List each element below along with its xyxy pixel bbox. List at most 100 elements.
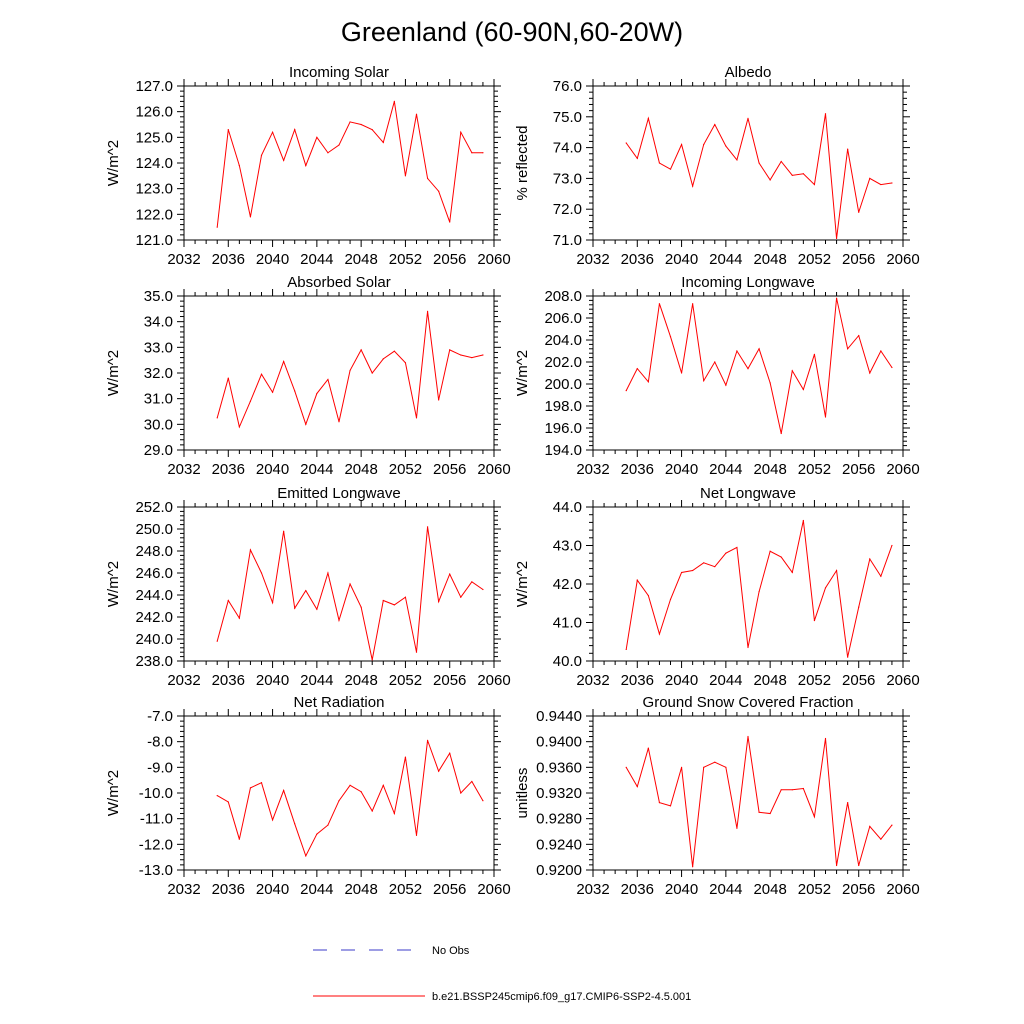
chart-1-point	[647, 117, 649, 119]
chart-3-ytick-label: 200.0	[544, 376, 582, 393]
chart-6-point	[316, 833, 318, 835]
chart-0-ytick-label: 123.0	[135, 181, 173, 198]
chart-3-ytick-label: 198.0	[544, 398, 582, 415]
chart-2-xtick-label: 2032	[167, 461, 200, 478]
chart-2-point	[249, 400, 252, 402]
legend-model-label: b.e21.BSSP245cmip6.f09_g17.CMIP6-SSP2-4.…	[432, 991, 691, 1003]
chart-3-ytick-label: 208.0	[544, 288, 582, 305]
chart-6-ytick-label: -10.0	[139, 785, 173, 802]
chart-5-point	[758, 591, 760, 593]
chart-6-ytick-label: -12.0	[139, 836, 173, 853]
chart-3-ylabel: W/m^2	[514, 350, 531, 396]
chart-6-ytick-label: -13.0	[139, 862, 173, 879]
chart-4-ylabel: W/m^2	[105, 561, 122, 607]
chart-0-point	[227, 129, 229, 131]
chart-0-point	[426, 177, 429, 179]
chart-7-xtick-label: 2040	[665, 881, 698, 898]
chart-7-point	[636, 785, 638, 788]
chart-3-point	[736, 350, 738, 352]
chart-0-point	[471, 152, 473, 154]
chart-2-xtick-label: 2056	[433, 461, 466, 478]
chart-1-point	[758, 162, 760, 164]
chart-2-point	[283, 360, 285, 363]
chart-6-point	[393, 812, 395, 815]
chart-3-point	[880, 350, 882, 352]
chart-6-point	[482, 800, 484, 802]
chart-5-point	[824, 587, 827, 589]
chart-7-point	[780, 789, 782, 791]
chart-0-point	[371, 129, 373, 131]
chart-2-point	[227, 377, 229, 379]
chart-0-series-line	[216, 101, 483, 228]
chart-7-point	[824, 737, 827, 740]
chart-3-point	[835, 297, 838, 299]
chart-3-point	[858, 335, 860, 337]
chart-5-point	[791, 571, 793, 574]
chart-0-ytick-label: 124.0	[135, 155, 173, 172]
chart-4-xtick-label: 2032	[167, 672, 200, 689]
chart-3-frame	[592, 295, 904, 451]
chart-0-ylabel: W/m^2	[105, 140, 122, 186]
chart-4-xtick-label: 2052	[389, 672, 422, 689]
chart-3-point	[813, 353, 816, 355]
chart-7-point	[703, 766, 705, 768]
chart-1-point	[658, 162, 661, 164]
chart-7-point	[858, 864, 860, 867]
chart-3-point	[780, 432, 782, 435]
chart-2-ylabel: W/m^2	[105, 350, 122, 396]
chart-4-point	[426, 526, 429, 528]
chart-2-point	[404, 362, 407, 364]
chart-5-point	[692, 569, 694, 572]
chart-5-xtick-label: 2036	[621, 672, 654, 689]
chart-0-xtick-label: 2044	[300, 251, 333, 268]
chart-3-point	[692, 303, 694, 305]
chart-4-point	[438, 601, 440, 603]
chart-1-xtick-label: 2036	[621, 251, 654, 268]
chart-1-point	[703, 143, 705, 146]
chart-7-xtick-label: 2048	[753, 881, 786, 898]
chart-5-ytick-label: 41.0	[553, 615, 582, 632]
chart-6-point	[471, 780, 473, 783]
chart-1-point	[869, 177, 871, 179]
chart-3-xtick-label: 2052	[798, 461, 831, 478]
chart-5-point	[647, 594, 649, 597]
chart-1-xtick-label: 2044	[709, 251, 742, 268]
chart-2-point	[305, 423, 307, 425]
chart-1-title: Albedo	[725, 64, 772, 81]
chart-5-xtick-label: 2032	[576, 672, 609, 689]
chart-6-point	[216, 794, 218, 797]
chart-2-point	[349, 369, 351, 372]
chart-6-xtick-label: 2060	[477, 881, 510, 898]
chart-1-xtick-label: 2052	[798, 251, 831, 268]
chart-2-point	[327, 378, 329, 381]
chart-6-ytick-label: -9.0	[147, 759, 173, 776]
chart-6-xtick-label: 2056	[433, 881, 466, 898]
chart-1-point	[847, 148, 849, 150]
chart-2-title: Absorbed Solar	[287, 274, 390, 291]
chart-2-ytick-label: 32.0	[144, 365, 173, 382]
chart-4-point	[460, 596, 462, 598]
chart-6-ytick-label: -11.0	[140, 811, 173, 828]
chart-5-ytick-label: 43.0	[553, 538, 582, 555]
chart-0-point	[415, 113, 418, 115]
chart-5-point	[736, 546, 738, 549]
chart-0-point	[393, 100, 395, 102]
chart-1-point	[802, 173, 804, 175]
chart-5-xtick-label: 2056	[842, 672, 875, 689]
chart-7-point	[747, 735, 749, 738]
chart-0-point	[482, 152, 484, 154]
chart-0-xtick-label: 2052	[389, 251, 422, 268]
chart-5-point	[847, 656, 849, 658]
chart-2-point	[371, 372, 373, 374]
chart-0-ytick-label: 126.0	[135, 104, 173, 121]
chart-2-point	[360, 349, 362, 351]
chart-7-xtick-label: 2032	[576, 881, 609, 898]
chart-0-point	[338, 144, 340, 146]
chart-2-frame	[183, 295, 495, 451]
chart-7-point	[813, 816, 816, 818]
chart-1-ytick-label: 74.0	[553, 140, 582, 157]
chart-0-xtick-label: 2036	[212, 251, 245, 268]
chart-2-series-line	[216, 311, 484, 429]
chart-1-ytick-label: 73.0	[553, 170, 582, 187]
chart-3-point	[847, 348, 849, 350]
